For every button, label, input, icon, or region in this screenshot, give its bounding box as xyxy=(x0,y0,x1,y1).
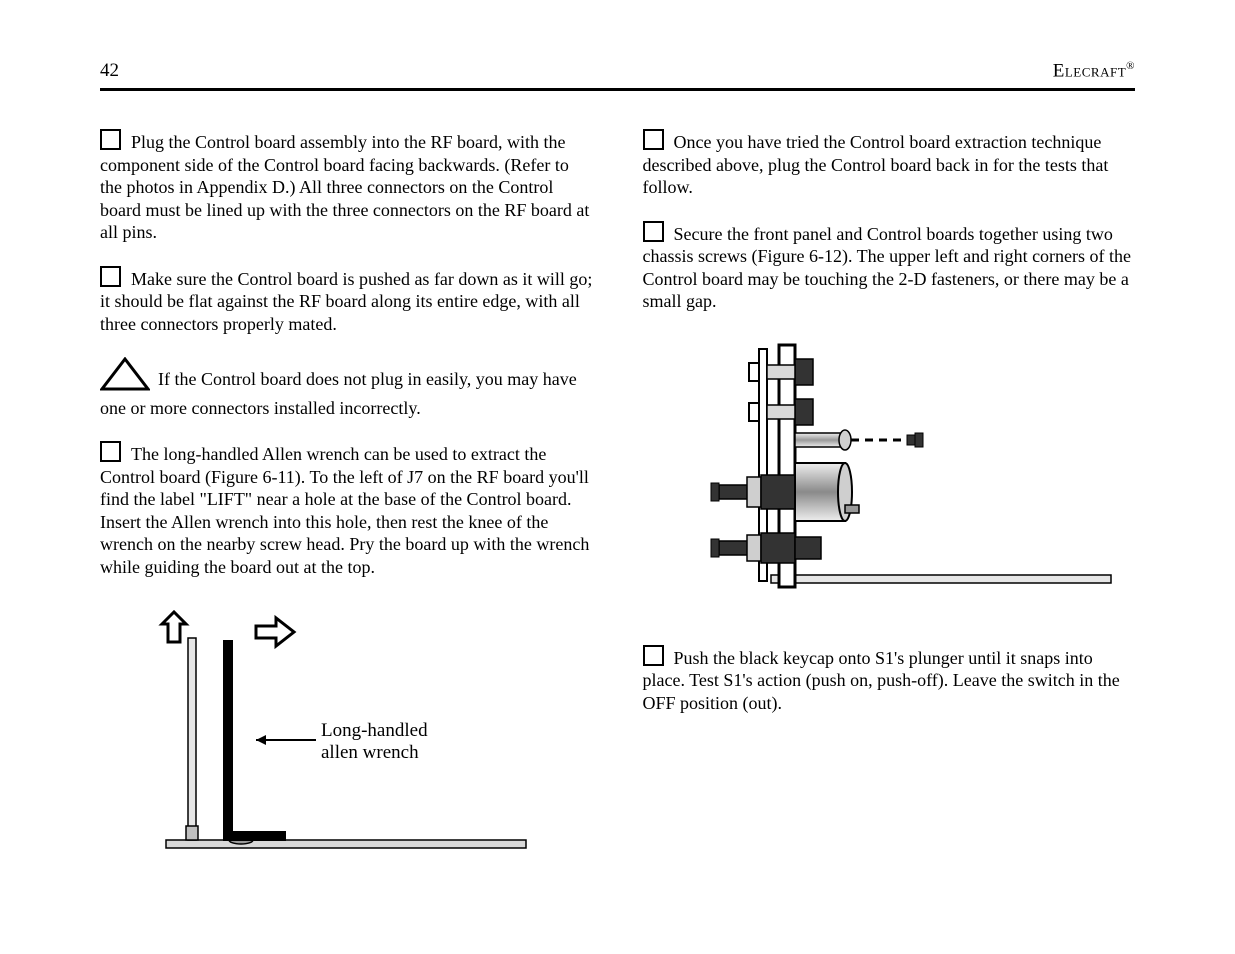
step-text: The long-handled Allen wrench can be use… xyxy=(100,444,589,577)
step-block: Once you have tried the Control board ex… xyxy=(643,129,1136,199)
warning-triangle-icon xyxy=(100,357,150,397)
brand-name: Elecraft® xyxy=(1053,60,1135,82)
checkbox-icon xyxy=(643,221,664,242)
warning-text: If the Control board does not plug in ea… xyxy=(100,369,577,418)
figure-label-line2: allen wrench xyxy=(321,742,419,763)
page-header: 42 Elecraft® xyxy=(100,60,1135,82)
step-block: The long-handled Allen wrench can be use… xyxy=(100,441,593,578)
checkbox-icon xyxy=(100,129,121,150)
checkbox-icon xyxy=(643,645,664,666)
step-block: Make sure the Control board is pushed as… xyxy=(100,266,593,336)
warning-block: If the Control board does not plug in ea… xyxy=(100,357,593,419)
right-column: Once you have tried the Control board ex… xyxy=(643,129,1136,890)
checkbox-icon xyxy=(643,129,664,150)
chassis-diagram xyxy=(649,335,1129,615)
checkbox-icon xyxy=(100,266,121,287)
step-text: Once you have tried the Control board ex… xyxy=(643,132,1109,197)
two-column-layout: Plug the Control board assembly into the… xyxy=(100,129,1135,890)
figure-6-11: Long-handled allen wrench xyxy=(100,600,593,860)
registered-mark: ® xyxy=(1126,60,1135,72)
step-text: Secure the front panel and Control board… xyxy=(643,224,1132,312)
step-block: Plug the Control board assembly into the… xyxy=(100,129,593,244)
figure-label-line1: Long-handled xyxy=(321,720,428,741)
left-column: Plug the Control board assembly into the… xyxy=(100,129,593,890)
step-block: Secure the front panel and Control board… xyxy=(643,221,1136,313)
step-text: Make sure the Control board is pushed as… xyxy=(100,269,592,334)
step-text: Plug the Control board assembly into the… xyxy=(100,132,589,242)
step-text: Push the black keycap onto S1's plunger … xyxy=(643,648,1120,713)
checkbox-icon xyxy=(100,441,121,462)
page-number: 42 xyxy=(100,60,119,82)
extraction-diagram: Long-handled allen wrench xyxy=(146,600,546,860)
step-block: Push the black keycap onto S1's plunger … xyxy=(643,645,1136,715)
figure-6-12 xyxy=(643,335,1136,615)
brand-text: Elecraft xyxy=(1053,60,1126,81)
header-rule xyxy=(100,88,1135,91)
